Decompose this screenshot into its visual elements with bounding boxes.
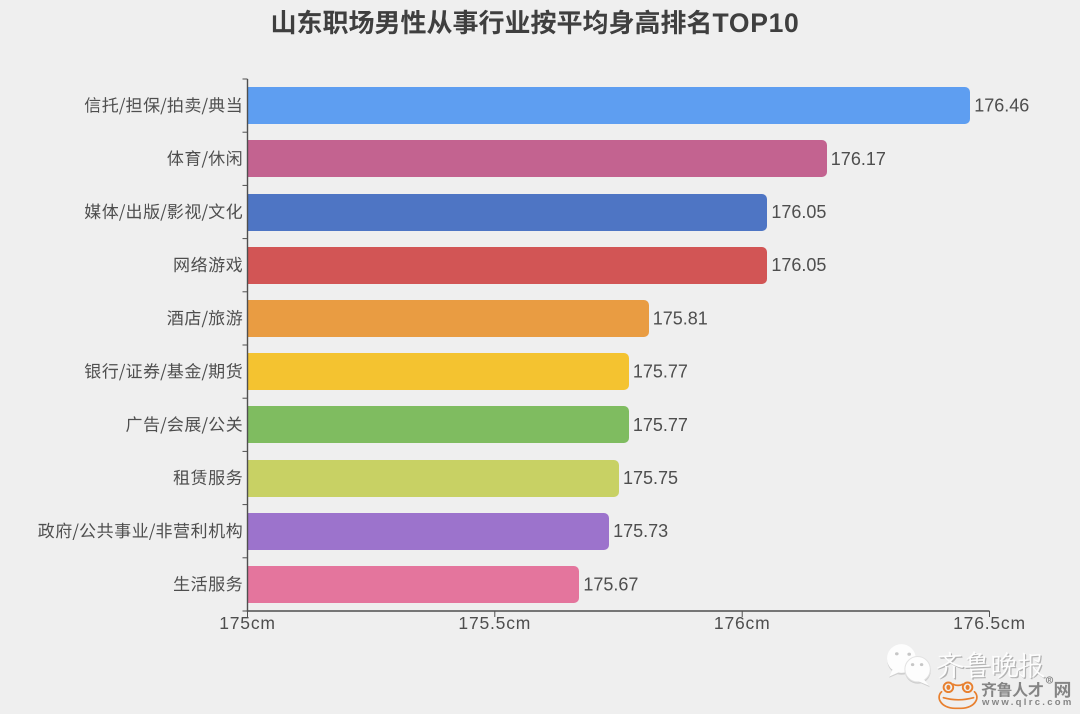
svg-text:www.qlrc.com: www.qlrc.com: [981, 697, 1074, 708]
svg-text:R: R: [1048, 678, 1052, 684]
svg-text:176.46: 176.46: [974, 96, 1029, 116]
svg-text:175cm: 175cm: [219, 613, 276, 633]
svg-text:TOP10: TOP10: [713, 8, 800, 38]
svg-text:175.73: 175.73: [613, 521, 668, 541]
svg-text:176.05: 176.05: [771, 202, 826, 222]
svg-text:176cm: 176cm: [714, 613, 771, 633]
svg-text:175.77: 175.77: [633, 415, 688, 435]
svg-text:175.77: 175.77: [633, 362, 688, 382]
svg-text:176.05: 176.05: [771, 255, 826, 275]
svg-text:176.17: 176.17: [831, 149, 886, 169]
svg-text:175.67: 175.67: [583, 574, 638, 594]
svg-text:175.5cm: 175.5cm: [458, 613, 531, 633]
svg-text:175.81: 175.81: [653, 308, 708, 328]
svg-text:176.5cm: 176.5cm: [953, 613, 1026, 633]
svg-text:175.75: 175.75: [623, 468, 678, 488]
